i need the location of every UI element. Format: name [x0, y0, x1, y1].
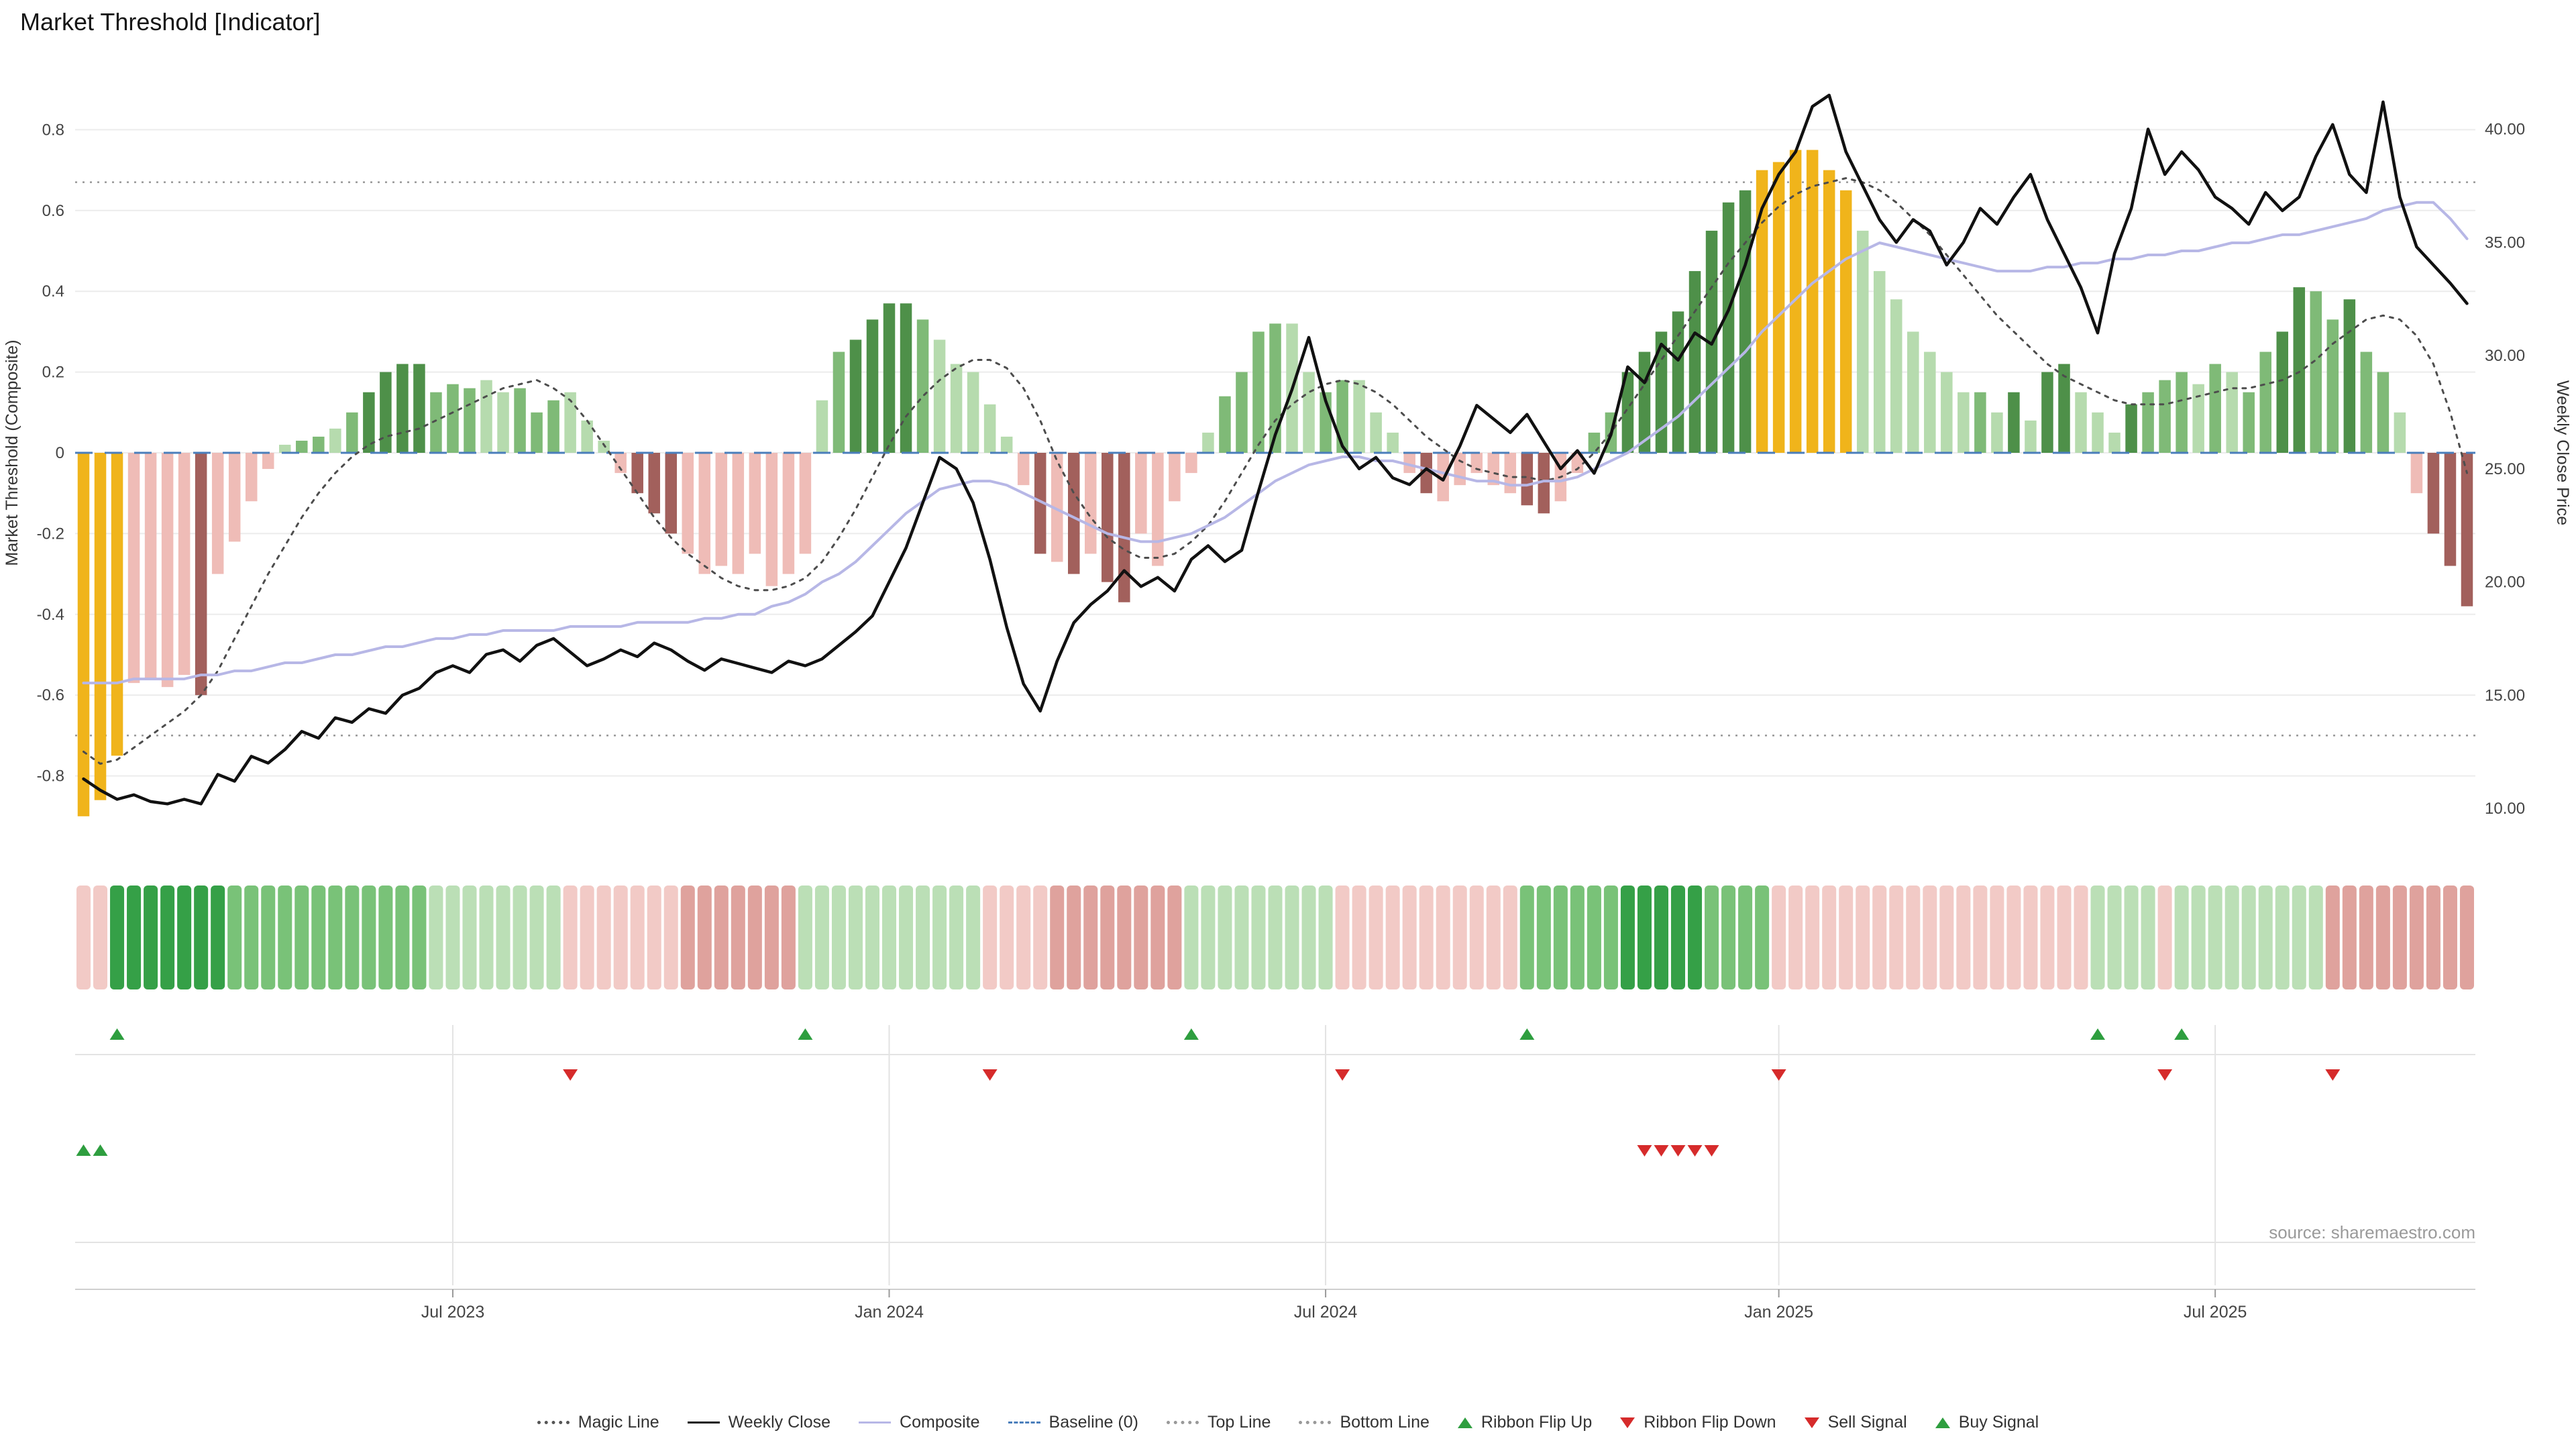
svg-text:20.00: 20.00 — [2485, 574, 2525, 592]
triangle-down-icon — [1804, 1417, 1819, 1428]
magic-line — [83, 177, 2468, 765]
legend-label: Buy Signal — [1958, 1413, 2039, 1432]
legend-item-buy-signal: Buy Signal — [1935, 1413, 2039, 1432]
dotted-line-icon — [537, 1421, 570, 1424]
svg-text:Jul 2023: Jul 2023 — [421, 1303, 485, 1322]
legend-item-ribbon-flip-down: Ribbon Flip Down — [1620, 1413, 1776, 1432]
legend-item-composite: Composite — [859, 1413, 980, 1432]
legend-item-bottom-line: Bottom Line — [1299, 1413, 1430, 1432]
right-axis-ticks: 40.00 35.00 30.00 25.00 20.00 15.00 10.00 — [2485, 121, 2525, 818]
sell-signal-markers — [1637, 1145, 1719, 1157]
svg-text:-0.2: -0.2 — [37, 525, 64, 543]
dotted-line-icon — [1299, 1421, 1332, 1424]
axis-titles: Market Threshold (Composite) Weekly Close… — [3, 339, 2572, 566]
legend-label: Ribbon Flip Up — [1481, 1413, 1593, 1432]
legend-label: Sell Signal — [1827, 1413, 1907, 1432]
source-text: source: sharemaestro.com — [2269, 1222, 2475, 1242]
weekly-close-line — [82, 93, 2469, 806]
dotted-line-icon — [1166, 1421, 1199, 1424]
svg-text:0.4: 0.4 — [42, 282, 64, 301]
legend-label: Baseline (0) — [1049, 1413, 1138, 1432]
svg-text:15.00: 15.00 — [2485, 686, 2525, 704]
signal-panel-grid — [75, 1025, 2475, 1290]
svg-text:0.8: 0.8 — [42, 121, 64, 139]
legend-item-ribbon-flip-up: Ribbon Flip Up — [1457, 1413, 1593, 1432]
svg-text:-0.4: -0.4 — [37, 606, 64, 624]
svg-text:0.6: 0.6 — [42, 202, 64, 220]
svg-text:source: sharemaestro.com: source: sharemaestro.com — [2269, 1222, 2475, 1242]
svg-text:Jan 2025: Jan 2025 — [1744, 1303, 1813, 1322]
triangle-down-icon — [1620, 1417, 1635, 1428]
ribbon-strip — [76, 885, 2474, 989]
svg-text:-0.6: -0.6 — [37, 686, 64, 704]
svg-text:0: 0 — [56, 444, 64, 462]
svg-text:0.2: 0.2 — [42, 364, 64, 382]
legend-item-magic-line: Magic Line — [537, 1413, 659, 1432]
svg-text:35.00: 35.00 — [2485, 233, 2525, 252]
legend-item-baseline-0-: Baseline (0) — [1008, 1413, 1138, 1432]
legend-item-weekly-close: Weekly Close — [687, 1413, 831, 1432]
svg-text:-0.8: -0.8 — [37, 767, 64, 786]
solid-line-icon — [859, 1421, 892, 1424]
legend-label: Ribbon Flip Down — [1644, 1413, 1776, 1432]
triangle-up-icon — [1457, 1417, 1472, 1428]
legend-label: Top Line — [1207, 1413, 1271, 1432]
svg-text:Jul 2025: Jul 2025 — [2184, 1303, 2247, 1322]
svg-text:Market Threshold (Composite): Market Threshold (Composite) — [3, 339, 21, 566]
legend-label: Composite — [900, 1413, 980, 1432]
svg-text:Jul 2024: Jul 2024 — [1294, 1303, 1358, 1322]
left-axis-ticks: 0.8 0.6 0.4 0.2 0 -0.2 -0.4 -0.6 -0.8 — [37, 121, 64, 785]
svg-text:Weekly Close Price: Weekly Close Price — [2553, 380, 2572, 525]
legend-label: Weekly Close — [728, 1413, 831, 1432]
chart-legend: Magic Line Weekly Close Composite Baseline … — [0, 1413, 2576, 1432]
x-axis-labels: Jul 2023 Jan 2024 Jul 2024 Jan 2025 Jul 2025 — [421, 1289, 2247, 1322]
svg-text:25.00: 25.00 — [2485, 460, 2525, 478]
dashed-line-icon — [1008, 1421, 1040, 1424]
threshold-bars — [77, 150, 2473, 816]
ribbon-flip-up-markers — [109, 1028, 2190, 1040]
legend-label: Magic Line — [578, 1413, 659, 1432]
grid-lines — [75, 129, 2475, 777]
legend-item-top-line: Top Line — [1166, 1413, 1271, 1432]
indicator-chart: 0.8 0.6 0.4 0.2 0 -0.2 -0.4 -0.6 -0.8 40.00 35.00 3… — [3, 93, 2572, 1322]
legend-item-sell-signal: Sell Signal — [1804, 1413, 1907, 1432]
ribbon-flip-down-markers — [563, 1069, 2341, 1081]
svg-text:40.00: 40.00 — [2485, 121, 2525, 139]
triangle-up-icon — [1935, 1417, 1950, 1428]
solid-line-icon — [687, 1421, 720, 1424]
page-title: Market Threshold [Indicator] — [20, 8, 321, 36]
svg-text:30.00: 30.00 — [2485, 347, 2525, 365]
buy-signal-markers — [76, 1144, 108, 1156]
svg-text:Jan 2024: Jan 2024 — [855, 1303, 924, 1322]
svg-text:10.00: 10.00 — [2485, 800, 2525, 818]
legend-label: Bottom Line — [1340, 1413, 1430, 1432]
